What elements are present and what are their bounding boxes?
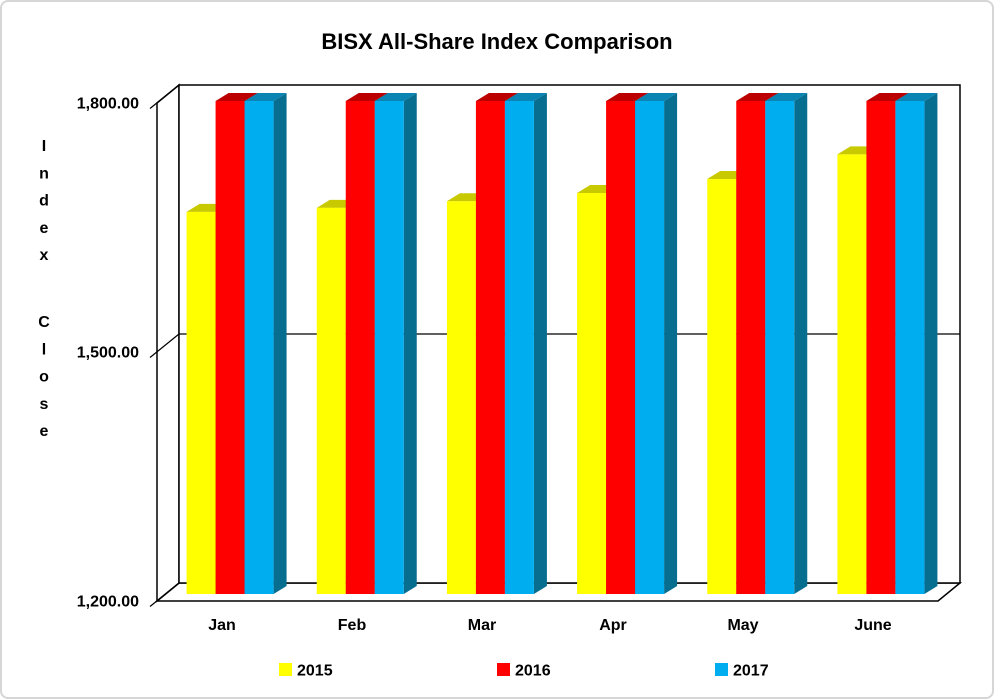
bar-2015-june — [837, 154, 867, 595]
legend-label-2016: 2016 — [515, 663, 551, 680]
bar-top-2016-mar — [475, 93, 518, 101]
bar-2016-may — [736, 101, 766, 594]
legend-swatch-2016 — [497, 663, 510, 676]
category-label-feb: Feb — [338, 617, 367, 634]
bar-2016-mar — [475, 101, 505, 594]
value-axis-title-letter: x — [40, 247, 49, 264]
bar-top-2016-feb — [345, 93, 388, 101]
bar-2015-mar — [446, 201, 476, 594]
value-axis-title-letter: e — [40, 220, 49, 237]
bar-2016-feb — [345, 101, 375, 594]
value-axis-label-1200: 1,200.00 — [77, 594, 139, 611]
legend-item-2015: 2015 — [279, 663, 333, 680]
bar-2017-mar — [504, 101, 534, 594]
bar-top-2016-june — [866, 93, 909, 101]
chart-title: BISX All-Share Index Comparison — [321, 29, 672, 54]
legend-item-2016: 2016 — [497, 663, 551, 680]
value-axis-title-letter: e — [40, 423, 49, 440]
bar-group-feb — [316, 93, 417, 595]
value-axis-title-letter: d — [39, 193, 49, 210]
bar-top-2016-jan — [215, 93, 258, 101]
bar-top-2017-june — [895, 93, 938, 101]
bar-top-2017-apr — [635, 93, 678, 101]
value-axis-title-letter: l — [42, 341, 46, 358]
value-axis-title-letter: s — [40, 396, 49, 413]
bar-2017-jan — [244, 101, 274, 594]
value-axis-ticks — [149, 84, 180, 607]
bar-group-apr — [577, 93, 678, 594]
category-label-jan: Jan — [208, 617, 236, 634]
bar-2015-jan — [186, 211, 216, 595]
legend: 2015 2016 2017 — [279, 663, 769, 680]
bar-2016-june — [866, 101, 896, 594]
bar-2016-jan — [215, 101, 245, 594]
value-tick-1800 — [149, 84, 180, 109]
bar-top-2017-may — [765, 93, 808, 101]
category-axis-labels: Jan Feb Mar Apr May June — [208, 617, 892, 634]
bar-2015-feb — [316, 207, 346, 595]
bar-group-jan — [186, 93, 287, 595]
value-tick-1200 — [149, 582, 180, 607]
bar-2017-apr — [635, 101, 665, 594]
legend-label-2017: 2017 — [733, 663, 769, 680]
legend-label-2015: 2015 — [297, 663, 333, 680]
bar-2017-may — [765, 101, 795, 594]
value-axis-label-1500: 1,500.00 — [77, 345, 139, 362]
bar-2016-apr — [606, 101, 636, 594]
bar-side-2017-june — [924, 93, 938, 594]
bar-series — [186, 93, 938, 595]
legend-item-2017: 2017 — [715, 663, 769, 680]
category-label-may: May — [727, 617, 758, 634]
bar-top-2017-feb — [374, 93, 417, 101]
value-tick-1500 — [149, 333, 180, 358]
bar-group-may — [707, 93, 808, 594]
bar-top-2017-mar — [504, 93, 547, 101]
value-axis-title-letter: o — [39, 369, 49, 386]
bar-side-2017-may — [794, 93, 808, 594]
legend-swatch-2017 — [715, 663, 728, 676]
bar-side-2017-mar — [533, 93, 547, 594]
category-label-mar: Mar — [468, 617, 496, 634]
bar-2015-apr — [577, 193, 607, 594]
bar-top-2017-jan — [244, 93, 287, 101]
value-axis-label-1800: 1,800.00 — [77, 96, 139, 113]
bar-top-2016-may — [736, 93, 779, 101]
bar-group-june — [837, 93, 938, 595]
value-axis-title-letter: n — [39, 165, 49, 182]
value-axis-labels: 1,800.00 1,500.00 1,200.00 — [77, 96, 139, 611]
bar-side-2017-apr — [664, 93, 678, 594]
bar-2017-june — [895, 101, 925, 594]
value-axis-title-letter: C — [38, 314, 50, 331]
bar-side-2017-jan — [273, 93, 287, 594]
value-axis-title-letter: I — [42, 138, 46, 155]
bar-top-2016-apr — [606, 93, 649, 101]
bar-group-mar — [446, 93, 547, 594]
category-label-apr: Apr — [599, 617, 627, 634]
bar-2017-feb — [374, 101, 404, 594]
legend-swatch-2015 — [279, 663, 292, 676]
bar-2015-may — [707, 179, 737, 594]
bar-side-2017-feb — [403, 93, 417, 594]
category-label-june: June — [854, 617, 891, 634]
